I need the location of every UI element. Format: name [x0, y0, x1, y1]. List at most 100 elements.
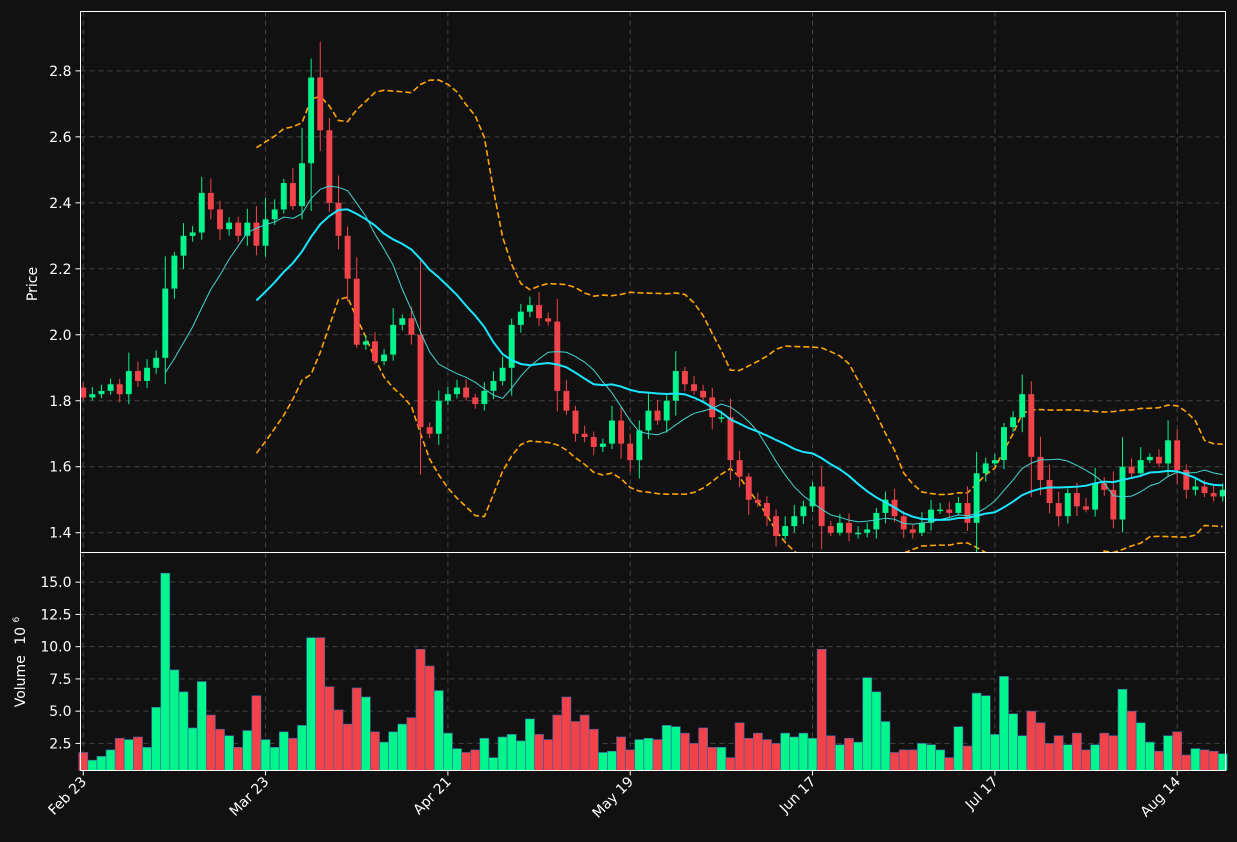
volume-bar — [762, 739, 772, 771]
volume-bar — [999, 676, 1009, 771]
candle — [955, 496, 962, 516]
volume-bar — [1181, 754, 1192, 771]
candle — [864, 522, 871, 538]
candle-body — [1101, 483, 1108, 490]
candle — [654, 399, 661, 425]
candle — [873, 507, 880, 539]
volume-bar — [862, 677, 873, 771]
candle — [1028, 381, 1035, 497]
candle — [645, 392, 652, 439]
volume-bar — [160, 572, 171, 771]
candle — [134, 361, 141, 387]
volume-bar — [360, 696, 371, 771]
volume-bar — [379, 741, 389, 771]
candle — [1064, 488, 1071, 524]
candle-body — [198, 192, 205, 233]
candle-body — [627, 443, 634, 461]
candle — [499, 356, 506, 386]
candle — [107, 378, 114, 395]
candle-body — [1092, 483, 1099, 510]
volume-bar — [1035, 722, 1046, 771]
candle — [563, 379, 570, 415]
candle — [1073, 482, 1080, 517]
candle — [928, 499, 935, 531]
candle-body — [444, 394, 451, 401]
candle-body — [1219, 489, 1226, 497]
candle-body — [827, 526, 834, 533]
candle-body — [554, 321, 561, 391]
volume-bar — [634, 739, 645, 771]
candle-body — [973, 473, 980, 523]
price-tick-label: 1.4 — [49, 526, 71, 542]
candle — [171, 251, 178, 299]
candle-body — [1064, 493, 1071, 517]
candle-body — [1128, 466, 1135, 474]
candle-body — [162, 288, 169, 358]
volume-bar — [534, 734, 544, 771]
volume-tick-label: 2.5 — [49, 736, 71, 752]
volume-bar — [415, 648, 426, 771]
volume-bar — [698, 727, 708, 771]
volume-bar — [1163, 735, 1173, 771]
candle — [299, 127, 305, 220]
candle-body — [700, 390, 707, 398]
volume-bar — [1126, 710, 1137, 771]
candle-body — [1010, 417, 1017, 428]
candle-body — [399, 318, 406, 325]
candle-body — [818, 486, 825, 527]
volume-bar — [388, 731, 399, 771]
volume-bar — [133, 736, 143, 771]
candle-body — [882, 499, 889, 513]
candle — [827, 520, 834, 537]
volume-bar — [643, 737, 654, 771]
candle — [144, 359, 151, 389]
volume-bar — [771, 743, 781, 771]
candle — [663, 395, 670, 433]
volume-bar — [370, 731, 380, 771]
volume-bar — [96, 756, 107, 771]
candle-body — [417, 334, 424, 428]
volume-bar — [105, 749, 116, 771]
candle — [399, 314, 406, 331]
candle-body — [1146, 456, 1153, 461]
candle — [618, 406, 625, 459]
candle — [326, 117, 333, 212]
candle — [937, 502, 944, 514]
volume-bar — [1172, 731, 1183, 771]
candle — [207, 178, 214, 220]
candle — [1083, 498, 1089, 513]
candle-body — [353, 278, 360, 345]
volume-bar — [552, 714, 563, 771]
candle-body — [609, 420, 615, 444]
volume-bar — [443, 732, 453, 771]
candle — [782, 516, 789, 540]
candle-body — [672, 371, 679, 401]
volume-bar — [935, 749, 946, 771]
volume-bar — [898, 749, 909, 771]
volume-bar — [351, 687, 362, 771]
candle-body — [855, 532, 862, 535]
price-tick-label: 2.2 — [49, 262, 71, 278]
candle-body — [1174, 440, 1181, 471]
candle-body — [581, 433, 588, 438]
candle-body — [517, 311, 524, 325]
candle — [946, 501, 953, 519]
candle-body — [1119, 466, 1126, 520]
candle — [472, 393, 479, 409]
price-y-ticks: 1.4 1.6 1.8 2.0 2.2 2.4 2.6 2.8 — [49, 64, 81, 542]
candle — [1110, 471, 1117, 529]
volume-bar — [178, 691, 189, 771]
candle — [417, 260, 424, 475]
candle-body — [116, 384, 123, 395]
volume-bar — [716, 746, 727, 771]
price-band-lines — [255, 79, 1223, 553]
candle — [80, 382, 87, 401]
volume-bar — [780, 732, 791, 771]
candle — [818, 466, 825, 550]
candle — [344, 226, 351, 302]
candle-body — [536, 305, 543, 319]
volume-bar — [689, 743, 699, 771]
volume-bar — [406, 717, 417, 771]
candle — [973, 451, 980, 553]
candle-body — [499, 367, 506, 381]
